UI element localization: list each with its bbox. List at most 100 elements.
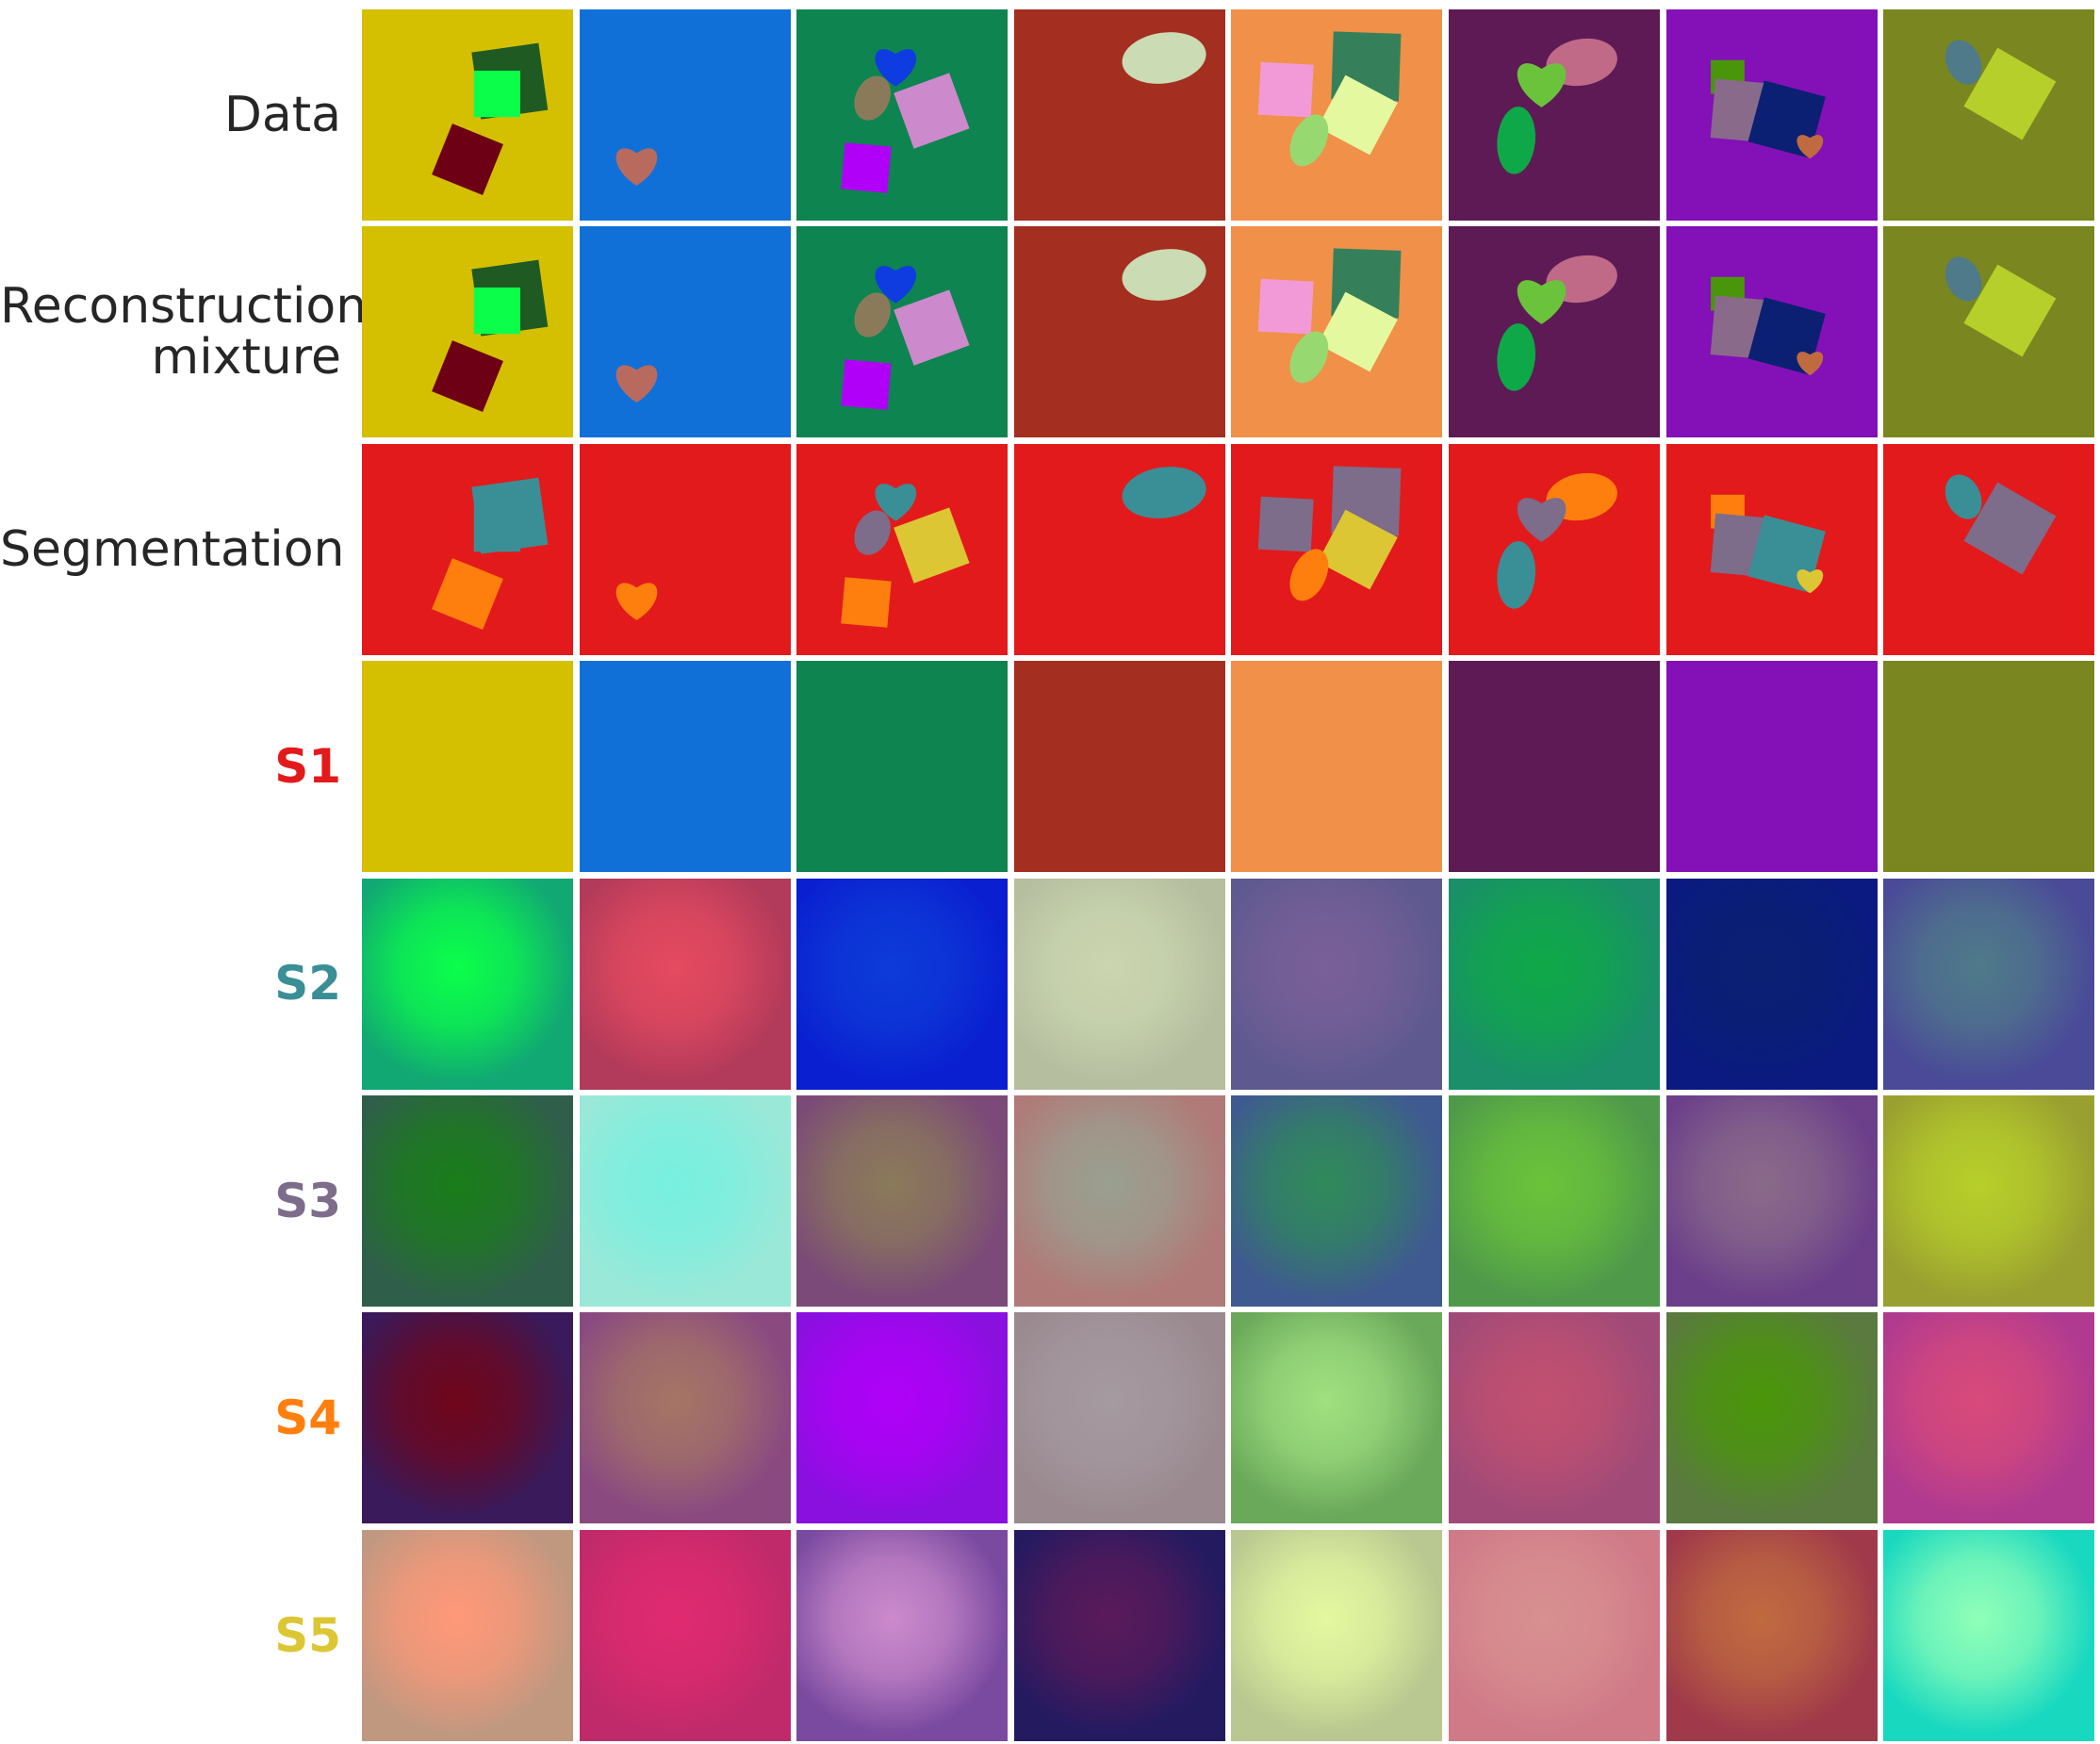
- heart-shape: [615, 148, 657, 186]
- square-shape: [1963, 47, 2057, 140]
- tile-slot-6: [1449, 1312, 1660, 1524]
- ellipse-shape: [854, 75, 892, 121]
- tile-slot-8: [1883, 661, 2095, 873]
- tile-slot-3: [796, 1095, 1009, 1307]
- tile-slot-8: [1883, 878, 2095, 1090]
- tile-slot-1: [362, 661, 573, 873]
- square-shape: [473, 504, 520, 552]
- tile-slot-8: [1883, 1095, 2095, 1307]
- tile-seg-3: [796, 443, 1009, 655]
- tile-slot-3: [796, 661, 1009, 873]
- tile-slot-1: [362, 1312, 573, 1524]
- tile-slot-7: [1665, 1095, 1878, 1307]
- tile-slot-6: [1449, 661, 1660, 873]
- tile-slot-8: [1883, 1529, 2095, 1741]
- square-shape: [1318, 291, 1399, 372]
- ellipse-shape: [1945, 40, 1982, 85]
- square-shape: [1258, 496, 1315, 552]
- ellipse-shape: [1945, 256, 1982, 302]
- ellipse-shape: [1945, 474, 1982, 519]
- tile-slot-1: [362, 878, 573, 1090]
- square-shape: [432, 123, 503, 195]
- square-shape: [841, 577, 892, 628]
- square-shape: [1318, 509, 1399, 590]
- tile-recon-6: [1449, 226, 1660, 438]
- ellipse-shape: [1289, 331, 1329, 384]
- square-shape: [432, 340, 503, 413]
- ellipse-shape: [1122, 249, 1206, 302]
- square-shape: [1963, 482, 2057, 575]
- tile-data-5: [1231, 9, 1443, 221]
- tile-slot-7: [1665, 878, 1878, 1090]
- tile-seg-4: [1013, 443, 1225, 655]
- tile-slot-1: [362, 1529, 573, 1741]
- tile-slot-5: [1231, 661, 1443, 873]
- tile-slot-8: [1883, 1312, 2095, 1524]
- tile-slot-5: [1231, 1095, 1443, 1307]
- heart-shape: [1517, 280, 1567, 325]
- tile-slot-4: [1013, 1529, 1225, 1741]
- row-label-s1: S1: [274, 738, 341, 794]
- tile-slot-3: [796, 1312, 1009, 1524]
- tile-slot-5: [1231, 1529, 1443, 1741]
- tile-data-2: [579, 9, 791, 221]
- heart-shape: [875, 483, 917, 521]
- square-shape: [894, 73, 970, 149]
- tile-slot-6: [1449, 1529, 1660, 1741]
- tile-recon-2: [579, 226, 791, 438]
- tile-recon-7: [1665, 226, 1878, 438]
- tile-slot-6: [1449, 1095, 1660, 1307]
- square-shape: [1963, 265, 2057, 357]
- row-label-s4: S4: [274, 1390, 341, 1446]
- tile-slot-2: [579, 1095, 791, 1307]
- ellipse-shape: [854, 510, 892, 555]
- heart-shape: [1796, 568, 1823, 594]
- square-shape: [473, 70, 520, 118]
- tile-slot-3: [796, 1529, 1009, 1741]
- tile-slot-2: [579, 1312, 791, 1524]
- ellipse-shape: [1497, 540, 1536, 609]
- square-shape: [1258, 61, 1315, 118]
- tile-slot-5: [1231, 1312, 1443, 1524]
- square-shape: [1318, 74, 1399, 156]
- heart-shape: [1517, 63, 1567, 107]
- tile-seg-1: [362, 443, 573, 655]
- tile-data-3: [796, 9, 1009, 221]
- square-shape: [432, 557, 503, 630]
- heart-shape: [875, 49, 917, 87]
- square-shape: [841, 359, 892, 411]
- tile-recon-4: [1013, 226, 1225, 438]
- ellipse-shape: [854, 292, 892, 338]
- ellipse-shape: [1289, 549, 1329, 601]
- ellipse-shape: [1289, 114, 1329, 167]
- tile-slot-4: [1013, 1095, 1225, 1307]
- ellipse-shape: [1497, 323, 1536, 392]
- tile-data-6: [1449, 9, 1660, 221]
- row-label-segmentation: Segmentation: [0, 520, 345, 578]
- tile-slot-2: [579, 878, 791, 1090]
- tile-slot-2: [579, 661, 791, 873]
- heart-shape: [615, 365, 657, 403]
- heart-shape: [875, 266, 917, 304]
- tile-recon-3: [796, 226, 1009, 438]
- tile-seg-7: [1665, 443, 1878, 655]
- tile-seg-5: [1231, 443, 1443, 655]
- square-shape: [841, 142, 892, 193]
- tile-slot-4: [1013, 1312, 1225, 1524]
- tile-seg-2: [579, 443, 791, 655]
- row-label-reconstruction-mixture: Reconstruction mixture: [0, 277, 368, 387]
- tile-slot-7: [1665, 1529, 1878, 1741]
- ellipse-shape: [1497, 107, 1536, 174]
- square-shape: [473, 288, 520, 335]
- square-shape: [894, 507, 970, 584]
- tile-slot-7: [1665, 661, 1878, 873]
- row-label-data: Data: [223, 86, 341, 143]
- tile-recon-5: [1231, 226, 1443, 438]
- row-label-s5: S5: [274, 1607, 341, 1663]
- tile-data-8: [1883, 9, 2095, 221]
- heart-shape: [1796, 352, 1823, 376]
- tile-seg-8: [1883, 443, 2095, 655]
- square-shape: [894, 289, 970, 367]
- heart-shape: [1796, 135, 1823, 159]
- heart-shape: [615, 583, 657, 620]
